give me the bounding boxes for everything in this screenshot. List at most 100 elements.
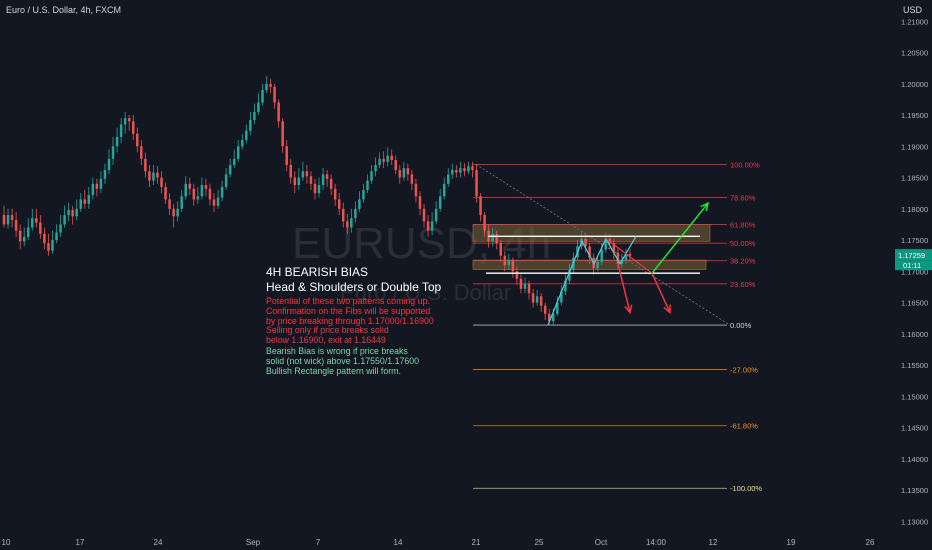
candle-body: [305, 171, 309, 177]
candle-body: [257, 102, 260, 112]
candle-body: [228, 165, 232, 175]
candle-body: [483, 215, 486, 231]
candle-body: [350, 218, 353, 228]
candle-body: [103, 170, 107, 179]
candle-body: [148, 171, 151, 181]
price-axis-bg: [894, 0, 932, 550]
countdown-label: 01:11: [903, 261, 921, 270]
time-tick-label: 14:00: [646, 538, 667, 547]
candle-body: [422, 208, 426, 222]
price-tick-label: 1.15500: [901, 361, 928, 370]
candle-body: [370, 171, 373, 181]
symbol-title[interactable]: Euro / U.S. Dollar, 4h, FXCM: [6, 5, 122, 15]
candle-body: [499, 243, 503, 256]
candle-body: [346, 221, 349, 228]
candle-body: [535, 296, 539, 303]
candle-body: [414, 183, 418, 197]
candle-body: [160, 177, 163, 187]
candle-body: [547, 313, 551, 322]
candle-body: [374, 165, 377, 172]
candle-body: [289, 165, 293, 178]
annotation-line: Confirmation on the Fibs will be support…: [266, 305, 431, 316]
candle-body: [43, 233, 46, 244]
candle-body: [628, 253, 632, 256]
candle-body: [39, 222, 42, 234]
time-tick-label: Oct: [595, 538, 608, 547]
last-price-badge: [895, 249, 932, 261]
candle-body: [136, 133, 139, 147]
candle-body: [55, 232, 58, 241]
candle-body: [123, 118, 127, 125]
candle-body: [95, 183, 99, 189]
candle-body: [491, 233, 494, 242]
candle-body: [261, 90, 264, 103]
candle-body: [624, 253, 628, 261]
candle-body: [208, 188, 212, 200]
candle-body: [386, 155, 389, 162]
candle-body: [434, 208, 438, 222]
candle-body: [172, 208, 175, 217]
candle-body: [543, 305, 547, 314]
time-tick-label: 21: [472, 538, 481, 547]
bullish-arrow-head: [700, 201, 710, 212]
candle-body: [216, 197, 220, 206]
annotation-bearish-text: Potential of these two patterns coming u…: [266, 296, 466, 346]
candle-body: [14, 220, 18, 231]
candle-body: [297, 177, 301, 186]
candle-body: [176, 208, 179, 217]
candle-body: [2, 215, 6, 225]
candle-body: [451, 170, 454, 175]
annotation-title: 4H BEARISH BIAS: [266, 265, 369, 279]
candle-body: [398, 170, 402, 178]
candle-body: [75, 208, 78, 217]
fib-level-label: 100.00%: [730, 160, 760, 169]
price-tick-label: 1.18000: [901, 205, 928, 214]
candle-body: [156, 172, 159, 178]
candle-body: [131, 121, 135, 134]
price-axis[interactable]: 1.21000 1.20500 1.20000 1.19500 1.19000 1.185…: [894, 0, 932, 550]
annotation-line: below 1.16900, exit at 1.16449: [266, 335, 386, 346]
candle-body: [515, 271, 519, 279]
candle-body: [447, 174, 450, 184]
candle-body: [313, 183, 317, 194]
candle-body: [180, 196, 183, 209]
bearish-arrow-head: [663, 304, 671, 315]
candle-body: [362, 190, 365, 200]
candle-body: [127, 118, 131, 122]
candle-body: [79, 199, 82, 209]
price-tick-label: 1.20500: [901, 49, 928, 58]
candle-body: [479, 196, 482, 216]
candle-body: [277, 102, 280, 122]
pattern-drawings[interactable]: [486, 201, 710, 326]
bullish-arrow: [651, 202, 709, 274]
price-tick-label: 1.19000: [901, 142, 928, 151]
candle-body: [321, 174, 325, 186]
candle-body: [281, 121, 284, 147]
candle-body: [241, 140, 244, 147]
fib-level-label: 61.80%: [730, 220, 756, 229]
candle-body: [511, 260, 515, 272]
fib-level-label: 23.60%: [730, 280, 756, 289]
price-tick-label: 1.16000: [901, 330, 928, 339]
candle-body: [212, 199, 216, 206]
candle-body: [438, 196, 442, 209]
candle-body: [329, 178, 333, 189]
annotation-line: Potential of these two patterns coming u…: [266, 296, 430, 306]
candle-body: [341, 208, 345, 222]
candle-body: [253, 111, 256, 121]
candle-body: [471, 166, 474, 171]
price-tick-label: 1.16500: [901, 299, 928, 308]
price-tick-label: 1.15000: [901, 392, 928, 401]
currency-label: USD: [902, 5, 922, 15]
price-tick-label: 1.21000: [901, 17, 928, 26]
candle-body: [309, 176, 313, 184]
candle-body: [455, 170, 458, 173]
fib-level-label: 38.20%: [730, 257, 756, 266]
candle-body: [560, 291, 563, 303]
time-axis[interactable]: 10 17 24 Sep 7 14 21 25 Oct 14:00 12 19 26: [2, 538, 875, 547]
fib-retracement[interactable]: 100.00% 78.60% 61.80% 50.00% 38.20% 23.60% 0.0…: [472, 160, 762, 493]
candle-body: [325, 174, 329, 179]
annotation-line: Bearish Bias is wrong if price breaks: [266, 346, 408, 356]
